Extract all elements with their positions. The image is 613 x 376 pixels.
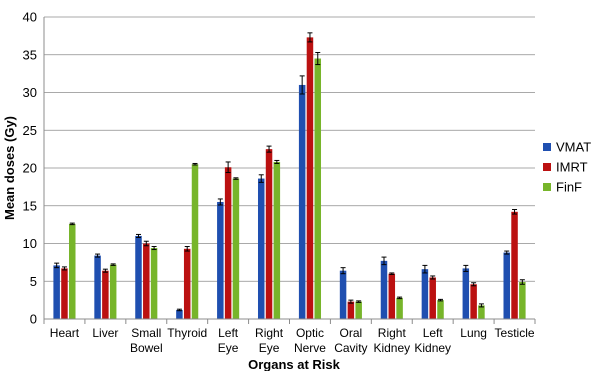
bar-finf [273, 161, 281, 319]
legend: VMAT IMRT FinF [543, 140, 591, 195]
bars-group [53, 37, 526, 320]
x-tick-label: Oral Cavity [334, 326, 367, 355]
bar-imrt [388, 273, 396, 319]
x-tick-labels: Heart Liver Small Bowel Thyroid Left Eye Right E… [50, 326, 535, 355]
bar-finf [437, 300, 444, 319]
bar-imrt [470, 284, 477, 319]
x-tick-label: Heart [50, 326, 80, 340]
bar-finf [396, 297, 403, 319]
bar-finf [69, 223, 76, 319]
x-tick-label: Left Eye [218, 326, 239, 355]
x-tick-label: Testicle [495, 326, 535, 340]
bar-vmat [257, 178, 265, 319]
x-tick-label: Liver [92, 326, 118, 340]
y-tick-label: 0 [30, 312, 37, 327]
y-tick-label: 40 [23, 10, 37, 25]
bar-imrt [183, 248, 191, 319]
bar-imrt [347, 301, 355, 319]
bar-imrt [265, 149, 273, 319]
error-bars-group [54, 32, 525, 312]
x-tick-label: Right Eye [255, 326, 284, 355]
bar-finf [478, 305, 485, 319]
bar-imrt [306, 37, 314, 319]
bar-imrt [61, 268, 68, 319]
y-tick-label: 10 [23, 236, 37, 251]
y-tick-label: 20 [23, 161, 37, 176]
bar-finf [150, 248, 158, 319]
bar-imrt [102, 270, 109, 319]
bar-vmat [462, 268, 470, 319]
bar-vmat [298, 84, 306, 319]
x-tick-label: Optic Nerve [294, 326, 326, 355]
x-tick-label: Lung [460, 326, 487, 340]
bar-vmat [94, 255, 101, 319]
bar-finf [109, 264, 117, 319]
legend-swatch-finf [543, 183, 551, 191]
x-tick-label: Thyroid [167, 326, 207, 340]
x-axis-title: Organs at Risk [248, 357, 341, 371]
bar-finf [232, 178, 240, 319]
legend-label-finf: FinF [556, 180, 582, 195]
gridlines [44, 16, 535, 282]
y-tick-label: 35 [23, 47, 37, 62]
bar-vmat [503, 252, 510, 319]
bar-imrt [143, 243, 150, 319]
y-tick-labels: 0 5 10 15 20 25 30 35 40 [23, 10, 37, 327]
bar-finf [355, 301, 362, 319]
legend-label-imrt: IMRT [556, 160, 588, 175]
bar-imrt [429, 277, 436, 319]
y-tick-label: 30 [23, 85, 37, 100]
bar-vmat [380, 260, 388, 319]
bar-vmat [176, 309, 183, 319]
bar-vmat [339, 270, 347, 319]
x-tick-label: Left Kidney [414, 326, 451, 355]
legend-swatch-imrt [543, 163, 551, 171]
bar-vmat [53, 265, 60, 319]
legend-label-vmat: VMAT [556, 140, 591, 155]
axes-group [43, 17, 536, 324]
y-tick-label: 25 [23, 123, 37, 138]
legend-swatch-vmat [543, 143, 551, 151]
bar-imrt [224, 167, 232, 319]
x-tick-label: Small Bowel [130, 326, 163, 355]
bar-finf [191, 164, 199, 319]
bar-imrt [511, 211, 518, 319]
bar-finf [519, 282, 526, 319]
y-axis-title: Mean doses (Gy) [2, 116, 17, 220]
bar-finf [314, 58, 322, 320]
bar-vmat [421, 269, 429, 319]
x-tick-label: Right Kidney [373, 326, 410, 355]
y-tick-label: 15 [23, 198, 37, 213]
bar-vmat [135, 235, 142, 319]
y-tick-label: 5 [30, 274, 37, 289]
bar-vmat [217, 201, 224, 319]
